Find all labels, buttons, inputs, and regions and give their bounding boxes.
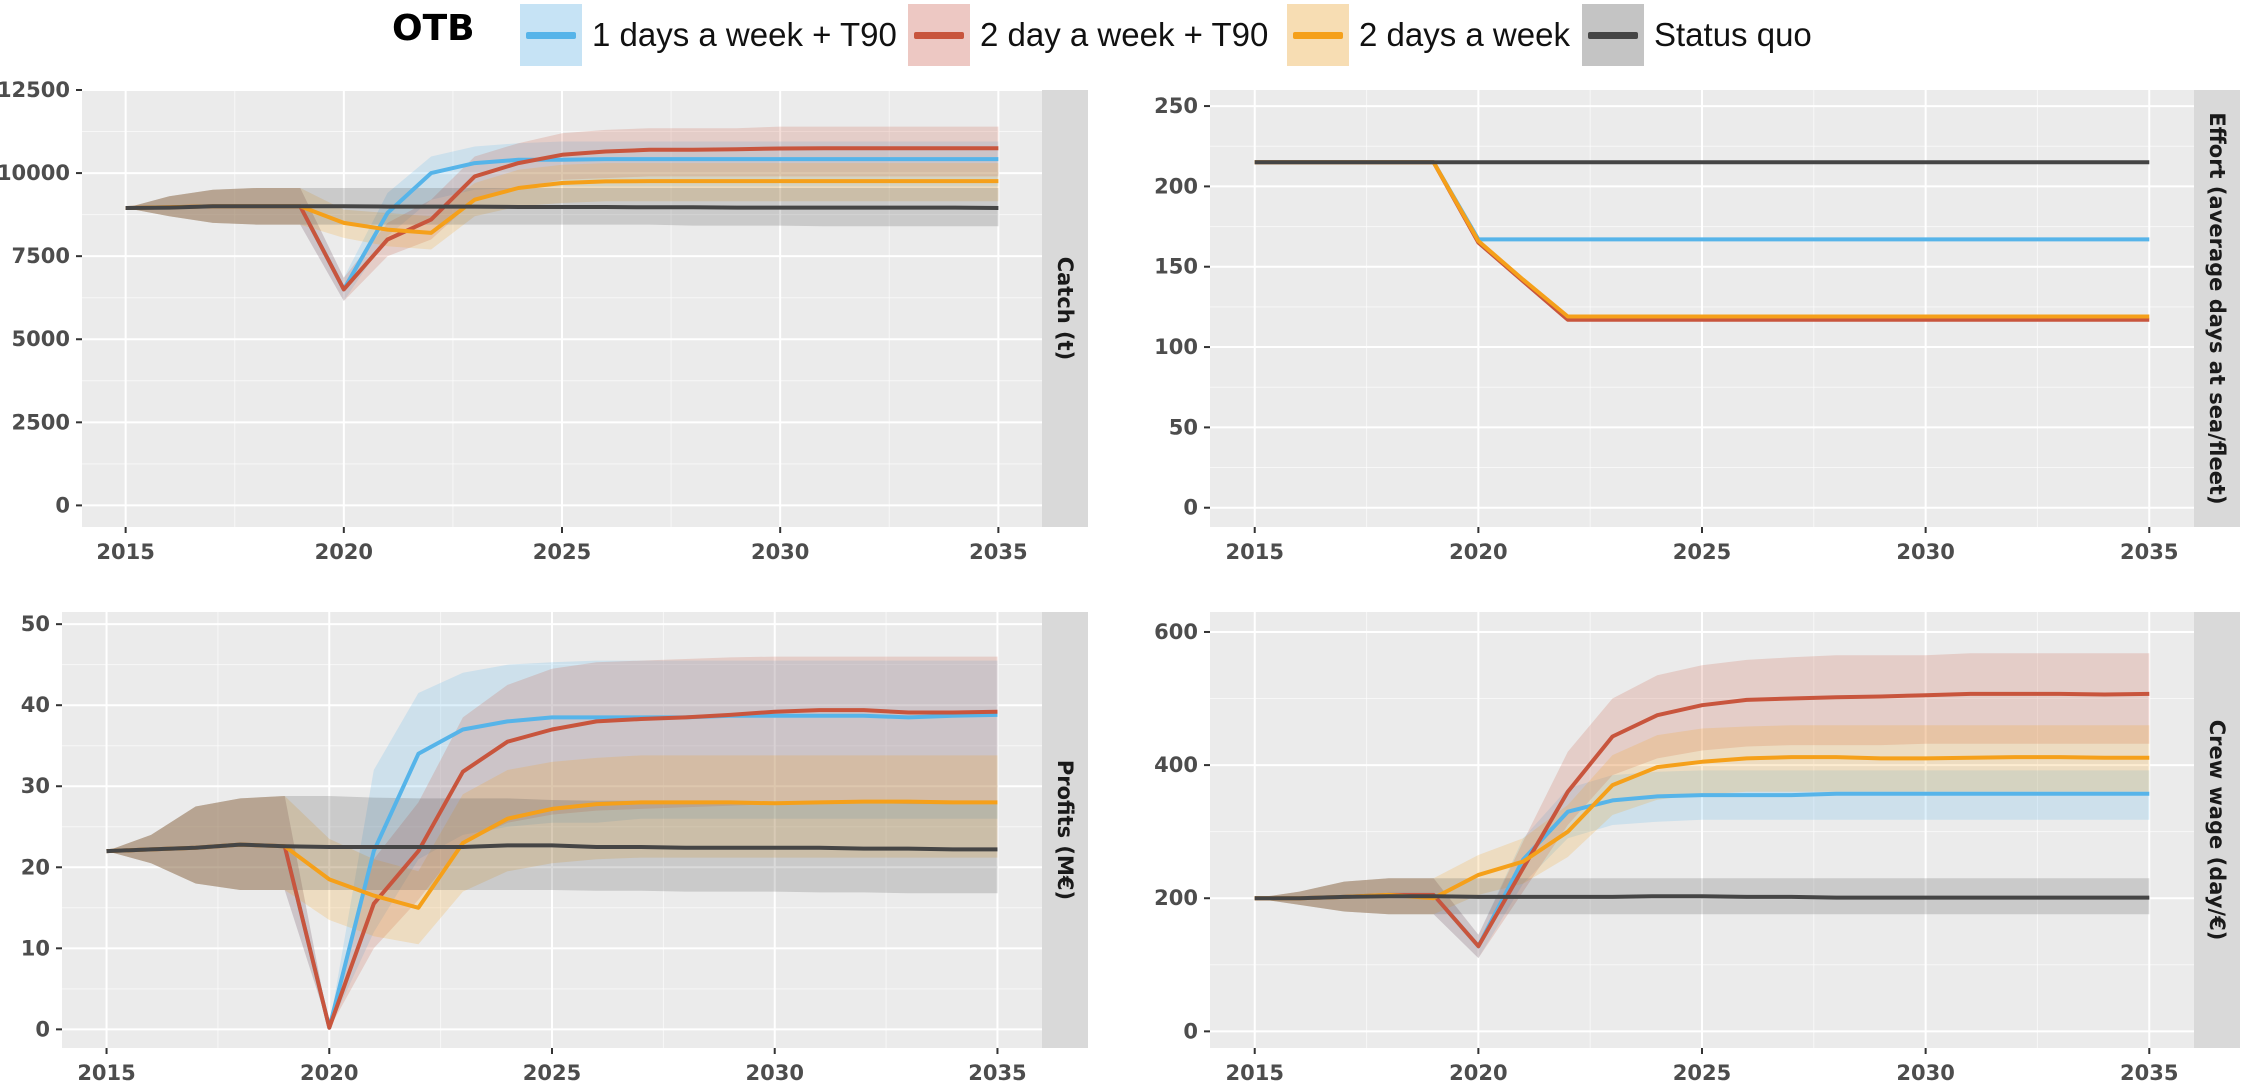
ribbon-1-days-a-week-t90 [106,660,998,1029]
x-tick-label: 2025 [1673,540,1731,564]
y-tick-label: 250 [1154,94,1198,118]
series-line-status-quo [125,204,999,210]
legend-key-icon [1287,4,1349,66]
y-tick-label: 0 [35,1017,50,1041]
y-tick-label: 0 [55,493,70,517]
facet-strip [1042,612,1088,1048]
y-tick-label: 30 [21,774,50,798]
y-tick-label: 10000 [0,161,70,185]
ribbon-1-days-a-week-t90 [1254,770,2150,959]
legend-item-2-day-t90: 2 day a week + T90 [908,4,1268,66]
y-tick-label: 50 [1169,415,1198,439]
ribbon-2-day-a-week-t90 [106,656,998,1029]
x-tick-label: 2030 [751,540,809,564]
y-tick-label: 150 [1154,255,1198,279]
x-tick-label: 2015 [1226,540,1284,564]
x-tick-label: 2025 [533,540,591,564]
legend-item-status-quo: Status quo [1582,4,1812,66]
facet-strip-label: Profits (M€) [1053,760,1077,900]
x-tick-label: 2015 [1226,1061,1284,1083]
y-tick-label: 20 [21,855,50,879]
facet-strip-label: Catch (t) [1053,257,1077,361]
legend-label: 2 days a week [1359,16,1570,53]
legend-key-icon [1582,4,1644,66]
ribbon-2-day-a-week-t90 [125,126,999,301]
x-tick-label: 2035 [968,1061,1026,1083]
x-tick-label: 2035 [969,540,1027,564]
chart-panel-4: 2015 2020 2025 2030 2035 0 200 400 600 Crew wage … [1154,612,2240,1083]
y-tick-label: 200 [1154,174,1198,198]
y-tick-label: 7500 [12,244,70,268]
y-tick-label: 10 [21,936,50,960]
y-tick-label: 600 [1154,620,1198,644]
x-tick-label: 2035 [2120,1061,2178,1083]
x-tick-label: 2015 [96,540,154,564]
y-tick-label: 0 [1183,1019,1198,1043]
x-tick-label: 2020 [1449,1061,1507,1083]
y-tick-label: 5000 [12,327,70,351]
x-tick-label: 2020 [315,540,373,564]
y-tick-label: 0 [1183,496,1198,520]
y-tick-label: 50 [21,612,50,636]
legend: OTB 1 days a week + T90 2 day a week + T… [0,0,2244,76]
legend-label: 1 days a week + T90 [592,16,897,53]
y-tick-label: 200 [1154,886,1198,910]
ribbon-2-day-a-week-t90 [1254,653,2150,959]
legend-item-2-days: 2 days a week [1287,4,1570,66]
facet-strip [1042,90,1088,527]
x-tick-label: 2035 [2120,540,2178,564]
y-tick-label: 40 [21,693,50,717]
series-line-status-quo [106,842,998,854]
x-tick-label: 2030 [746,1061,804,1083]
legend-key-icon [908,4,970,66]
facet-strip-label: Crew wage (day/€) [2205,720,2229,941]
y-tick-label: 100 [1154,335,1198,359]
legend-key-icon [520,4,582,66]
y-tick-label: 2500 [12,410,70,434]
ribbon-2-days-a-week [125,163,999,250]
x-tick-label: 2020 [1449,540,1507,564]
x-tick-label: 2020 [300,1061,358,1083]
legend-label: Status quo [1654,16,1812,53]
chart-panel-1: 2015 2020 2025 2030 2035 0 2500 5000 7500 10000 12… [0,78,1088,564]
facet-strip [2194,90,2240,527]
facet-strip-label: Effort (average days at sea/fleet) [2205,112,2229,504]
x-tick-label: 2025 [1673,1061,1731,1083]
legend-item-1-day-t90: 1 days a week + T90 [520,4,897,66]
legend-label: 2 day a week + T90 [980,16,1269,53]
x-tick-label: 2015 [77,1061,135,1083]
y-tick-label: 12500 [0,78,70,102]
y-tick-label: 400 [1154,753,1198,777]
chart-panel-2: 2015 2020 2025 2030 2035 0 50 100 150 200 250 Effor… [1154,90,2240,564]
ribbon-2-days-a-week [1254,725,2150,915]
x-tick-label: 2030 [1896,540,1954,564]
series-line-status-quo [1254,894,2150,901]
x-tick-label: 2025 [523,1061,581,1083]
legend-title: OTB [392,8,475,49]
x-tick-label: 2030 [1896,1061,1954,1083]
facet-strip [2194,612,2240,1048]
